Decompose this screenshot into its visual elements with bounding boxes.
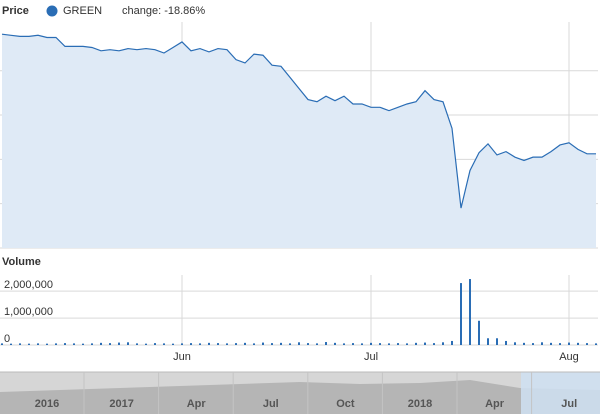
volume-bar <box>334 342 336 345</box>
volume-bar <box>442 342 444 345</box>
navigator-label: Oct <box>336 398 355 410</box>
x-tick-label: Jul <box>364 351 378 363</box>
volume-bar <box>73 343 75 345</box>
volume-bar <box>532 343 534 345</box>
change-label: change: -18.86% <box>122 5 205 17</box>
volume-bar <box>307 343 309 345</box>
volume-bar <box>244 342 246 345</box>
volume-bar <box>46 343 48 345</box>
volume-bar <box>181 343 183 345</box>
navigator-label: Apr <box>485 398 505 410</box>
volume-bar <box>370 342 372 345</box>
volume-bar <box>298 342 300 345</box>
volume-bar <box>424 342 426 345</box>
navigator-label: 2018 <box>408 398 432 410</box>
volume-bar <box>523 342 525 345</box>
volume-bar <box>37 343 39 345</box>
volume-bar <box>469 279 471 345</box>
y-tick-label: 0 <box>4 333 10 345</box>
volume-bar <box>154 343 156 345</box>
volume-bar <box>253 343 255 345</box>
volume-bar <box>316 343 318 345</box>
volume-bar <box>109 343 111 345</box>
volume-bar <box>550 342 552 345</box>
volume-bar <box>91 343 93 345</box>
navigator-window <box>521 372 600 414</box>
price-line <box>1 33 596 209</box>
volume-bar <box>505 340 507 345</box>
volume-bar <box>280 342 282 345</box>
volume-bar <box>100 342 102 345</box>
volume-title: Volume <box>2 256 41 268</box>
volume-bar <box>208 342 210 345</box>
volume-bar <box>496 338 498 345</box>
volume-bar <box>514 342 516 345</box>
volume-bar <box>10 343 12 345</box>
volume-bar <box>64 343 66 345</box>
navigator-area <box>0 380 600 414</box>
volume-bar <box>325 342 327 345</box>
volume-bar <box>343 343 345 345</box>
volume-bar <box>19 343 21 345</box>
price-area <box>2 34 596 248</box>
volume-bar <box>379 343 381 345</box>
navigator-label: Jul <box>561 398 577 410</box>
volume-bar <box>82 343 84 345</box>
volume-bar <box>577 342 579 345</box>
volume-bar <box>289 343 291 345</box>
volume-bar <box>586 343 588 345</box>
volume-bar <box>1 343 3 345</box>
volume-bar <box>433 343 435 345</box>
legend-marker <box>46 5 58 17</box>
volume-bar <box>145 343 147 345</box>
legend-label: GREEN <box>63 5 102 17</box>
volume-bar <box>127 342 129 345</box>
volume-bar <box>235 343 237 345</box>
volume-bar <box>460 283 462 345</box>
volume-bar <box>118 342 120 345</box>
volume-bar <box>568 342 570 345</box>
volume-bar <box>55 343 57 345</box>
volume-bar <box>271 343 273 345</box>
x-tick-label: Aug <box>559 351 579 363</box>
volume-bar <box>361 343 363 345</box>
volume-bar <box>415 342 417 345</box>
volume-bar <box>28 343 30 345</box>
y-tick-label: 1,000,000 <box>4 306 53 318</box>
navigator-label: Apr <box>187 398 207 410</box>
volume-bar <box>352 343 354 345</box>
volume-bar <box>163 343 165 345</box>
navigator-label: Jul <box>263 398 279 410</box>
volume-bar <box>478 320 480 345</box>
volume-bar <box>217 343 219 345</box>
volume-bar <box>451 340 453 345</box>
volume-bar <box>388 343 390 345</box>
y-tick-label: 2,000,000 <box>4 279 53 291</box>
x-tick-label: Jun <box>173 351 191 363</box>
volume-bar <box>541 342 543 345</box>
volume-bar <box>559 343 561 345</box>
volume-bar <box>487 338 489 345</box>
volume-bar <box>595 343 597 345</box>
volume-bar <box>226 343 228 345</box>
volume-bar <box>199 343 201 345</box>
volume-bar <box>190 343 192 345</box>
navigator-label: 2016 <box>35 398 59 410</box>
volume-bar <box>397 343 399 345</box>
navigator-label: 2017 <box>109 398 133 410</box>
volume-bar <box>136 343 138 345</box>
price-title: Price <box>2 5 29 17</box>
volume-bar <box>406 343 408 345</box>
volume-bar <box>262 342 264 345</box>
volume-bar <box>172 343 174 345</box>
